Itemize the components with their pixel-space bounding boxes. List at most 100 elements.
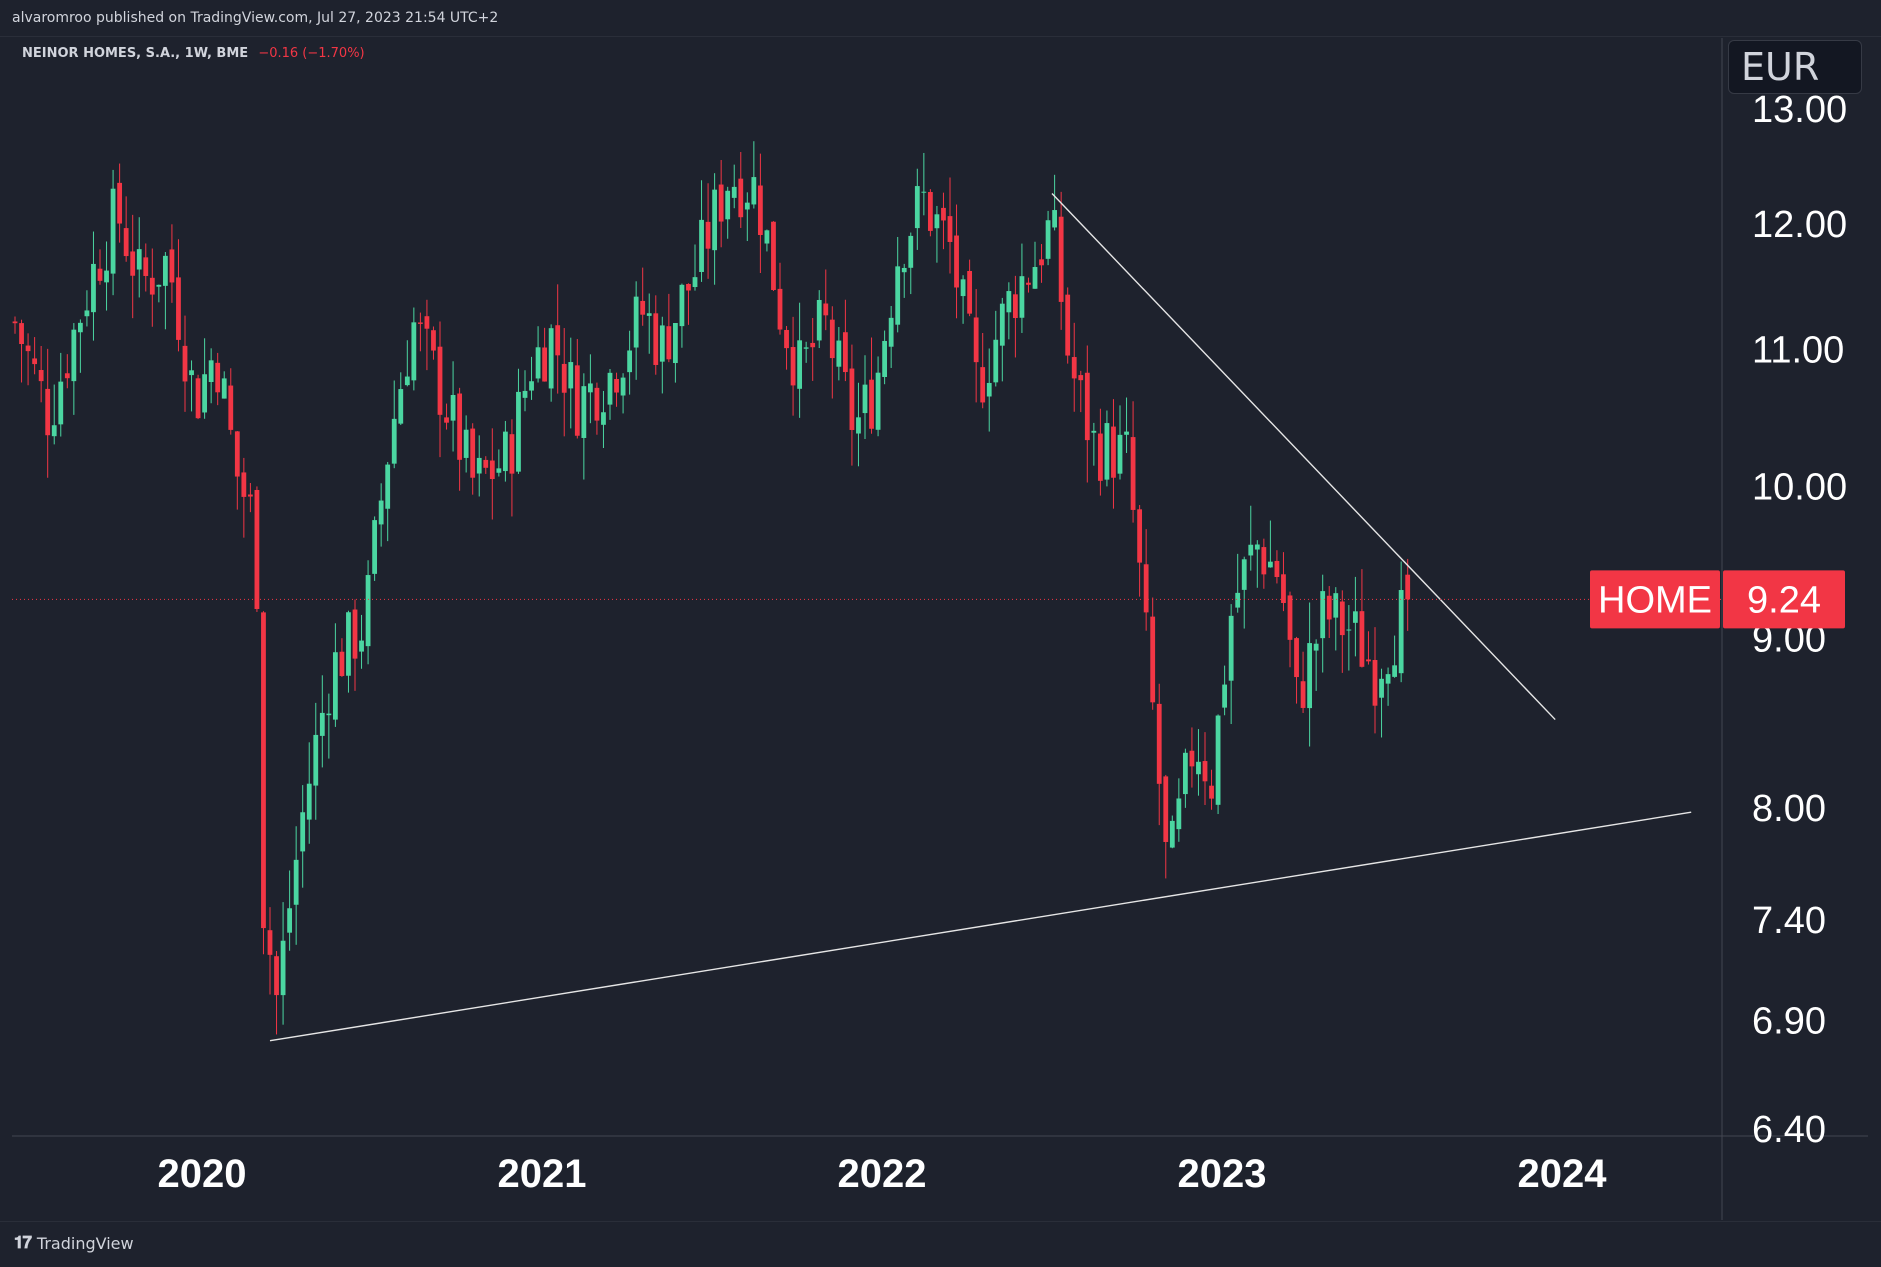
candle-body	[1228, 615, 1234, 681]
candle-body	[215, 362, 221, 393]
symbol-name: NEINOR HOMES, S.A., 1W, BME	[22, 46, 249, 61]
candle-body	[1215, 715, 1221, 805]
candle-body	[1091, 430, 1097, 433]
candle-body	[189, 370, 194, 376]
candle-body	[208, 360, 214, 383]
candle-body	[1267, 561, 1273, 568]
y-tick-label: 8.00	[1752, 788, 1826, 830]
ticker-tag-bg	[1590, 570, 1720, 629]
candle-body	[71, 329, 77, 382]
candle-body	[483, 459, 489, 468]
candle-body	[97, 268, 103, 281]
candle-body	[313, 734, 319, 786]
candle-body	[1241, 559, 1247, 590]
candle-body	[1202, 761, 1208, 782]
x-tick-label: 2022	[838, 1152, 927, 1196]
candle-body	[1052, 210, 1058, 228]
candle-body	[496, 468, 502, 473]
candle-body	[280, 940, 286, 996]
candle-body	[751, 177, 757, 205]
candle-body	[869, 379, 874, 429]
candle-body	[228, 385, 234, 430]
candle-body	[1300, 681, 1306, 708]
candle-body	[718, 184, 724, 222]
candles-layer	[12, 141, 1411, 1035]
candle-body	[712, 189, 718, 251]
candle-body	[1012, 294, 1018, 319]
candle-body	[1261, 547, 1267, 575]
candle-body	[182, 345, 188, 382]
candle-body	[339, 651, 345, 676]
candle-body	[581, 386, 587, 438]
candle-body	[738, 178, 744, 218]
candle-body	[1359, 611, 1365, 667]
candle-body	[352, 609, 358, 659]
candle-body	[1111, 426, 1116, 478]
y-tick-label: 6.90	[1752, 1001, 1826, 1043]
candle-body	[914, 186, 920, 229]
x-tick-label: 2024	[1518, 1152, 1608, 1196]
candle-body	[1071, 357, 1077, 379]
candle-body	[1254, 544, 1260, 550]
candle-body	[849, 368, 855, 430]
candle-body	[646, 313, 652, 316]
y-tick-label: 11.00	[1752, 329, 1844, 371]
candle-body	[927, 192, 933, 231]
candle-body	[1235, 592, 1241, 608]
x-tick-label: 2023	[1178, 1152, 1267, 1196]
candle-body	[32, 358, 38, 365]
brand[interactable]: 𝟏𝟕 TradingView	[14, 1233, 134, 1253]
candle-body	[1084, 372, 1090, 441]
time-axis: 2020 2021 2022 2023 2024	[158, 1152, 1608, 1196]
candle-body	[202, 374, 208, 413]
candle-body	[12, 321, 18, 324]
candle-body	[548, 328, 554, 389]
candle-body	[470, 428, 476, 478]
candle-body	[450, 394, 456, 421]
candle-body	[306, 783, 312, 820]
candle-body	[764, 230, 770, 244]
candle-body	[587, 383, 593, 393]
candle-body	[1313, 643, 1319, 651]
candle-body	[1281, 574, 1286, 604]
candle-body	[463, 429, 469, 458]
candle-body	[1248, 544, 1254, 556]
footer: 𝟏𝟕 TradingView	[0, 1221, 1881, 1267]
candle-body	[1097, 433, 1103, 481]
candle-body	[1176, 798, 1182, 830]
candle-body	[502, 431, 508, 472]
candle-body	[725, 190, 731, 220]
candle-body	[607, 372, 613, 405]
candle-body	[692, 277, 698, 288]
candle-body	[64, 373, 70, 379]
currency-button[interactable]: EUR	[1728, 40, 1862, 94]
candle-body	[816, 299, 822, 341]
candle-body	[404, 376, 410, 386]
candle-body	[1117, 434, 1123, 474]
candle-body	[234, 431, 240, 477]
candle-body	[686, 283, 691, 291]
symbol-legend: NEINOR HOMES, S.A., 1W, BME −0.16 (−1.70…	[22, 46, 365, 61]
brand-name: TradingView	[36, 1233, 134, 1253]
trendlines-layer	[269, 193, 1692, 1042]
candle-body	[947, 216, 953, 242]
y-tick-label: 10.00	[1752, 467, 1847, 509]
candle-body	[555, 325, 561, 356]
candle-body	[784, 329, 789, 349]
candle-body	[908, 235, 914, 268]
candle-body	[542, 347, 548, 382]
candle-body	[195, 378, 201, 419]
candle-body	[1287, 595, 1293, 640]
y-tick-label: 12.00	[1752, 204, 1847, 246]
candle-body	[162, 255, 168, 286]
candle-body	[1065, 294, 1071, 356]
candle-body	[372, 520, 378, 574]
candle-body	[1196, 761, 1201, 775]
candle-body	[1182, 752, 1188, 795]
candle-body	[986, 382, 992, 397]
candle-body	[829, 319, 835, 359]
candle-body	[1026, 282, 1031, 285]
publish-info: alvaromroo published on TradingView.com,…	[12, 10, 499, 26]
candle-body	[287, 908, 293, 933]
